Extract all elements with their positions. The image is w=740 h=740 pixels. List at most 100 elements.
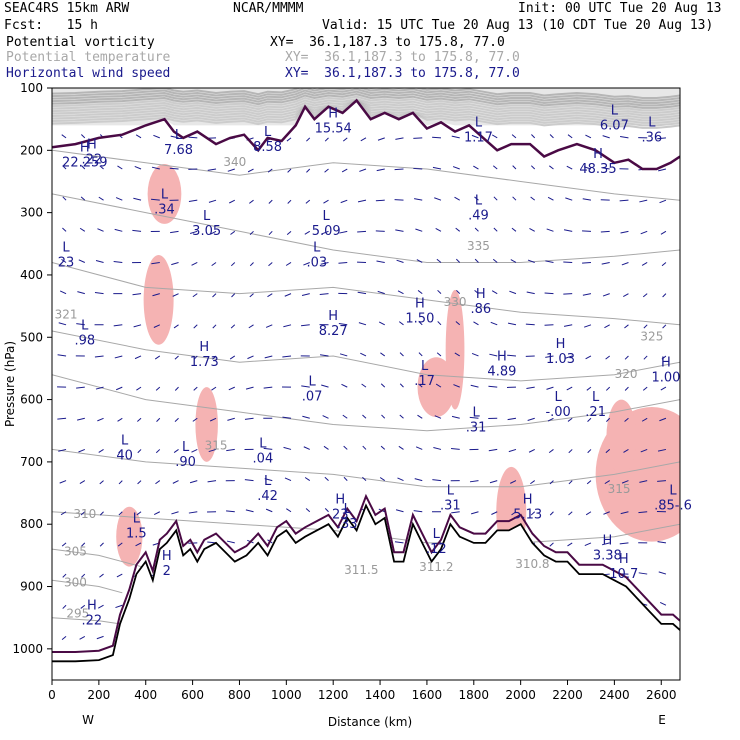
wind-vector xyxy=(323,199,329,204)
wind-vector xyxy=(153,134,160,139)
wind-vector xyxy=(605,449,611,454)
wind-vector xyxy=(338,322,348,326)
extremum-symbol: H xyxy=(80,141,90,156)
wind-vector xyxy=(230,262,236,267)
wind-vector xyxy=(98,449,104,453)
wind-vector xyxy=(62,165,67,170)
wind-vector xyxy=(437,321,442,326)
wind-vector xyxy=(380,383,386,388)
wind-vector xyxy=(567,134,573,139)
wind-vector xyxy=(474,258,479,263)
theta-label: 310 xyxy=(73,507,96,521)
extremum-value: .22 xyxy=(81,614,102,629)
extremum-symbol: L xyxy=(313,240,321,255)
wind-vector xyxy=(377,290,385,295)
wind-vector xyxy=(376,260,385,263)
wind-vector xyxy=(362,476,367,481)
wind-vector xyxy=(80,511,86,516)
x-tick-label: 2400 xyxy=(599,688,630,702)
wind-vector xyxy=(640,448,648,453)
wind-vector xyxy=(338,261,348,264)
wind-vector xyxy=(605,355,611,360)
model-title: SEAC4RS 15km ARW xyxy=(4,1,130,16)
wind-vector xyxy=(343,476,348,481)
wind-vector xyxy=(133,324,142,328)
extremum-symbol: L xyxy=(259,437,267,452)
wind-vector xyxy=(247,355,254,360)
extremum-symbol: H xyxy=(87,599,97,614)
wind-vector xyxy=(358,322,367,326)
wind-vector xyxy=(303,446,310,450)
wind-vector xyxy=(207,168,217,171)
wind-vector xyxy=(601,542,610,546)
wind-vector xyxy=(621,262,629,266)
wind-vector xyxy=(115,197,123,201)
wind-vector xyxy=(134,355,142,360)
east-label: E xyxy=(658,713,666,727)
wind-vector xyxy=(454,352,460,357)
theta-contour-325 xyxy=(52,330,680,382)
wind-vector xyxy=(231,293,236,298)
wind-vector xyxy=(657,480,666,482)
wind-vector xyxy=(488,448,498,452)
x-tick-label: 800 xyxy=(228,688,251,702)
wind-vector xyxy=(415,446,423,450)
center-title: NCAR/MMMM xyxy=(233,1,304,16)
theta-label: 300 xyxy=(64,576,87,590)
wind-vector xyxy=(210,230,217,235)
wind-vector xyxy=(267,168,273,173)
wind-vector xyxy=(549,165,554,170)
field-theta-xy: XY= 36.1,187.3 to 175.8, 77.0 xyxy=(285,50,520,65)
x-tick-label: 1000 xyxy=(271,688,302,702)
forecast-hour: Fcst: 15 h xyxy=(4,18,98,33)
wind-vector xyxy=(249,262,254,267)
wind-vector xyxy=(526,291,535,295)
theta-label: 335 xyxy=(467,239,490,253)
wind-vector xyxy=(623,293,629,298)
wind-vector xyxy=(169,167,179,170)
x-tick-label: 200 xyxy=(87,688,110,702)
wind-vector xyxy=(360,352,367,357)
wind-vector xyxy=(170,135,179,139)
extremum-symbol: L xyxy=(475,116,483,131)
wind-vector xyxy=(209,417,217,422)
wind-vector xyxy=(549,511,554,516)
wind-vector xyxy=(658,571,667,575)
extremum-value: 8.27 xyxy=(319,324,348,339)
wind-vector xyxy=(244,479,254,482)
wind-vector xyxy=(301,385,310,388)
wind-vector xyxy=(118,480,123,485)
wind-vector xyxy=(227,417,235,421)
wind-vector xyxy=(189,230,198,234)
wind-vector xyxy=(434,415,442,419)
wind-vector xyxy=(491,511,498,515)
y-tick-label: 800 xyxy=(20,517,43,531)
theta-label: 310.8 xyxy=(515,557,549,571)
init-time: Init: 00 UTC Tue 20 Aug 13 xyxy=(518,1,722,16)
wind-vector xyxy=(395,137,404,140)
wind-vector xyxy=(268,230,273,236)
extremum-value: .04 xyxy=(253,452,274,467)
extremum-value: .98 xyxy=(74,333,95,348)
x-tick-label: 2600 xyxy=(646,688,677,702)
wind-vector xyxy=(547,417,554,422)
extremum-symbol: L xyxy=(121,434,129,449)
wind-vector xyxy=(546,228,554,232)
wind-vector xyxy=(301,324,310,327)
theta-label: 315 xyxy=(608,482,631,496)
wind-vector xyxy=(322,415,329,419)
wind-vector xyxy=(57,354,67,357)
wind-vector xyxy=(151,166,160,170)
pv-shade xyxy=(116,506,143,567)
pv-shade xyxy=(417,357,456,418)
wind-vector xyxy=(193,386,198,391)
extremum-symbol: L xyxy=(669,483,677,498)
wind-vector xyxy=(394,541,404,544)
wind-vector xyxy=(642,293,648,298)
wind-vector xyxy=(565,197,573,201)
wind-vector xyxy=(230,324,236,329)
wind-vector xyxy=(604,480,610,485)
wind-vector xyxy=(61,258,67,263)
wind-vector xyxy=(624,417,629,422)
wind-vector xyxy=(283,324,292,328)
